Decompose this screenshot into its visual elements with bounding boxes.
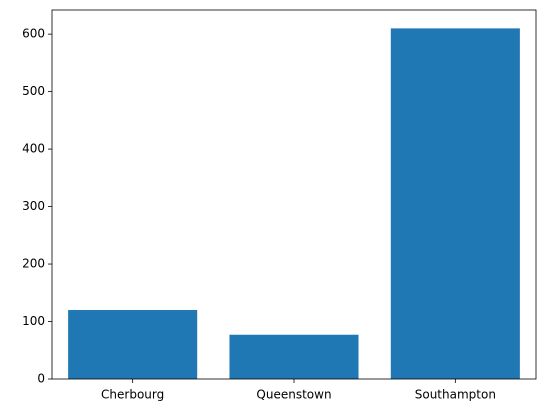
y-tick-label: 200 — [22, 257, 45, 271]
bar — [390, 28, 520, 380]
bar — [229, 334, 359, 379]
x-tick-label: Cherbourg — [101, 388, 164, 402]
y-tick-label: 0 — [37, 372, 45, 386]
x-tick-label: Queenstown — [256, 388, 331, 402]
y-tick-label: 400 — [22, 142, 45, 156]
y-tick-label: 100 — [22, 314, 45, 328]
y-tick-label: 300 — [22, 199, 45, 213]
y-tick-label: 500 — [22, 84, 45, 98]
y-tick-label: 600 — [22, 27, 45, 41]
plot-frame — [51, 9, 537, 380]
bar — [68, 310, 198, 379]
x-tick-label: Southampton — [415, 388, 496, 402]
